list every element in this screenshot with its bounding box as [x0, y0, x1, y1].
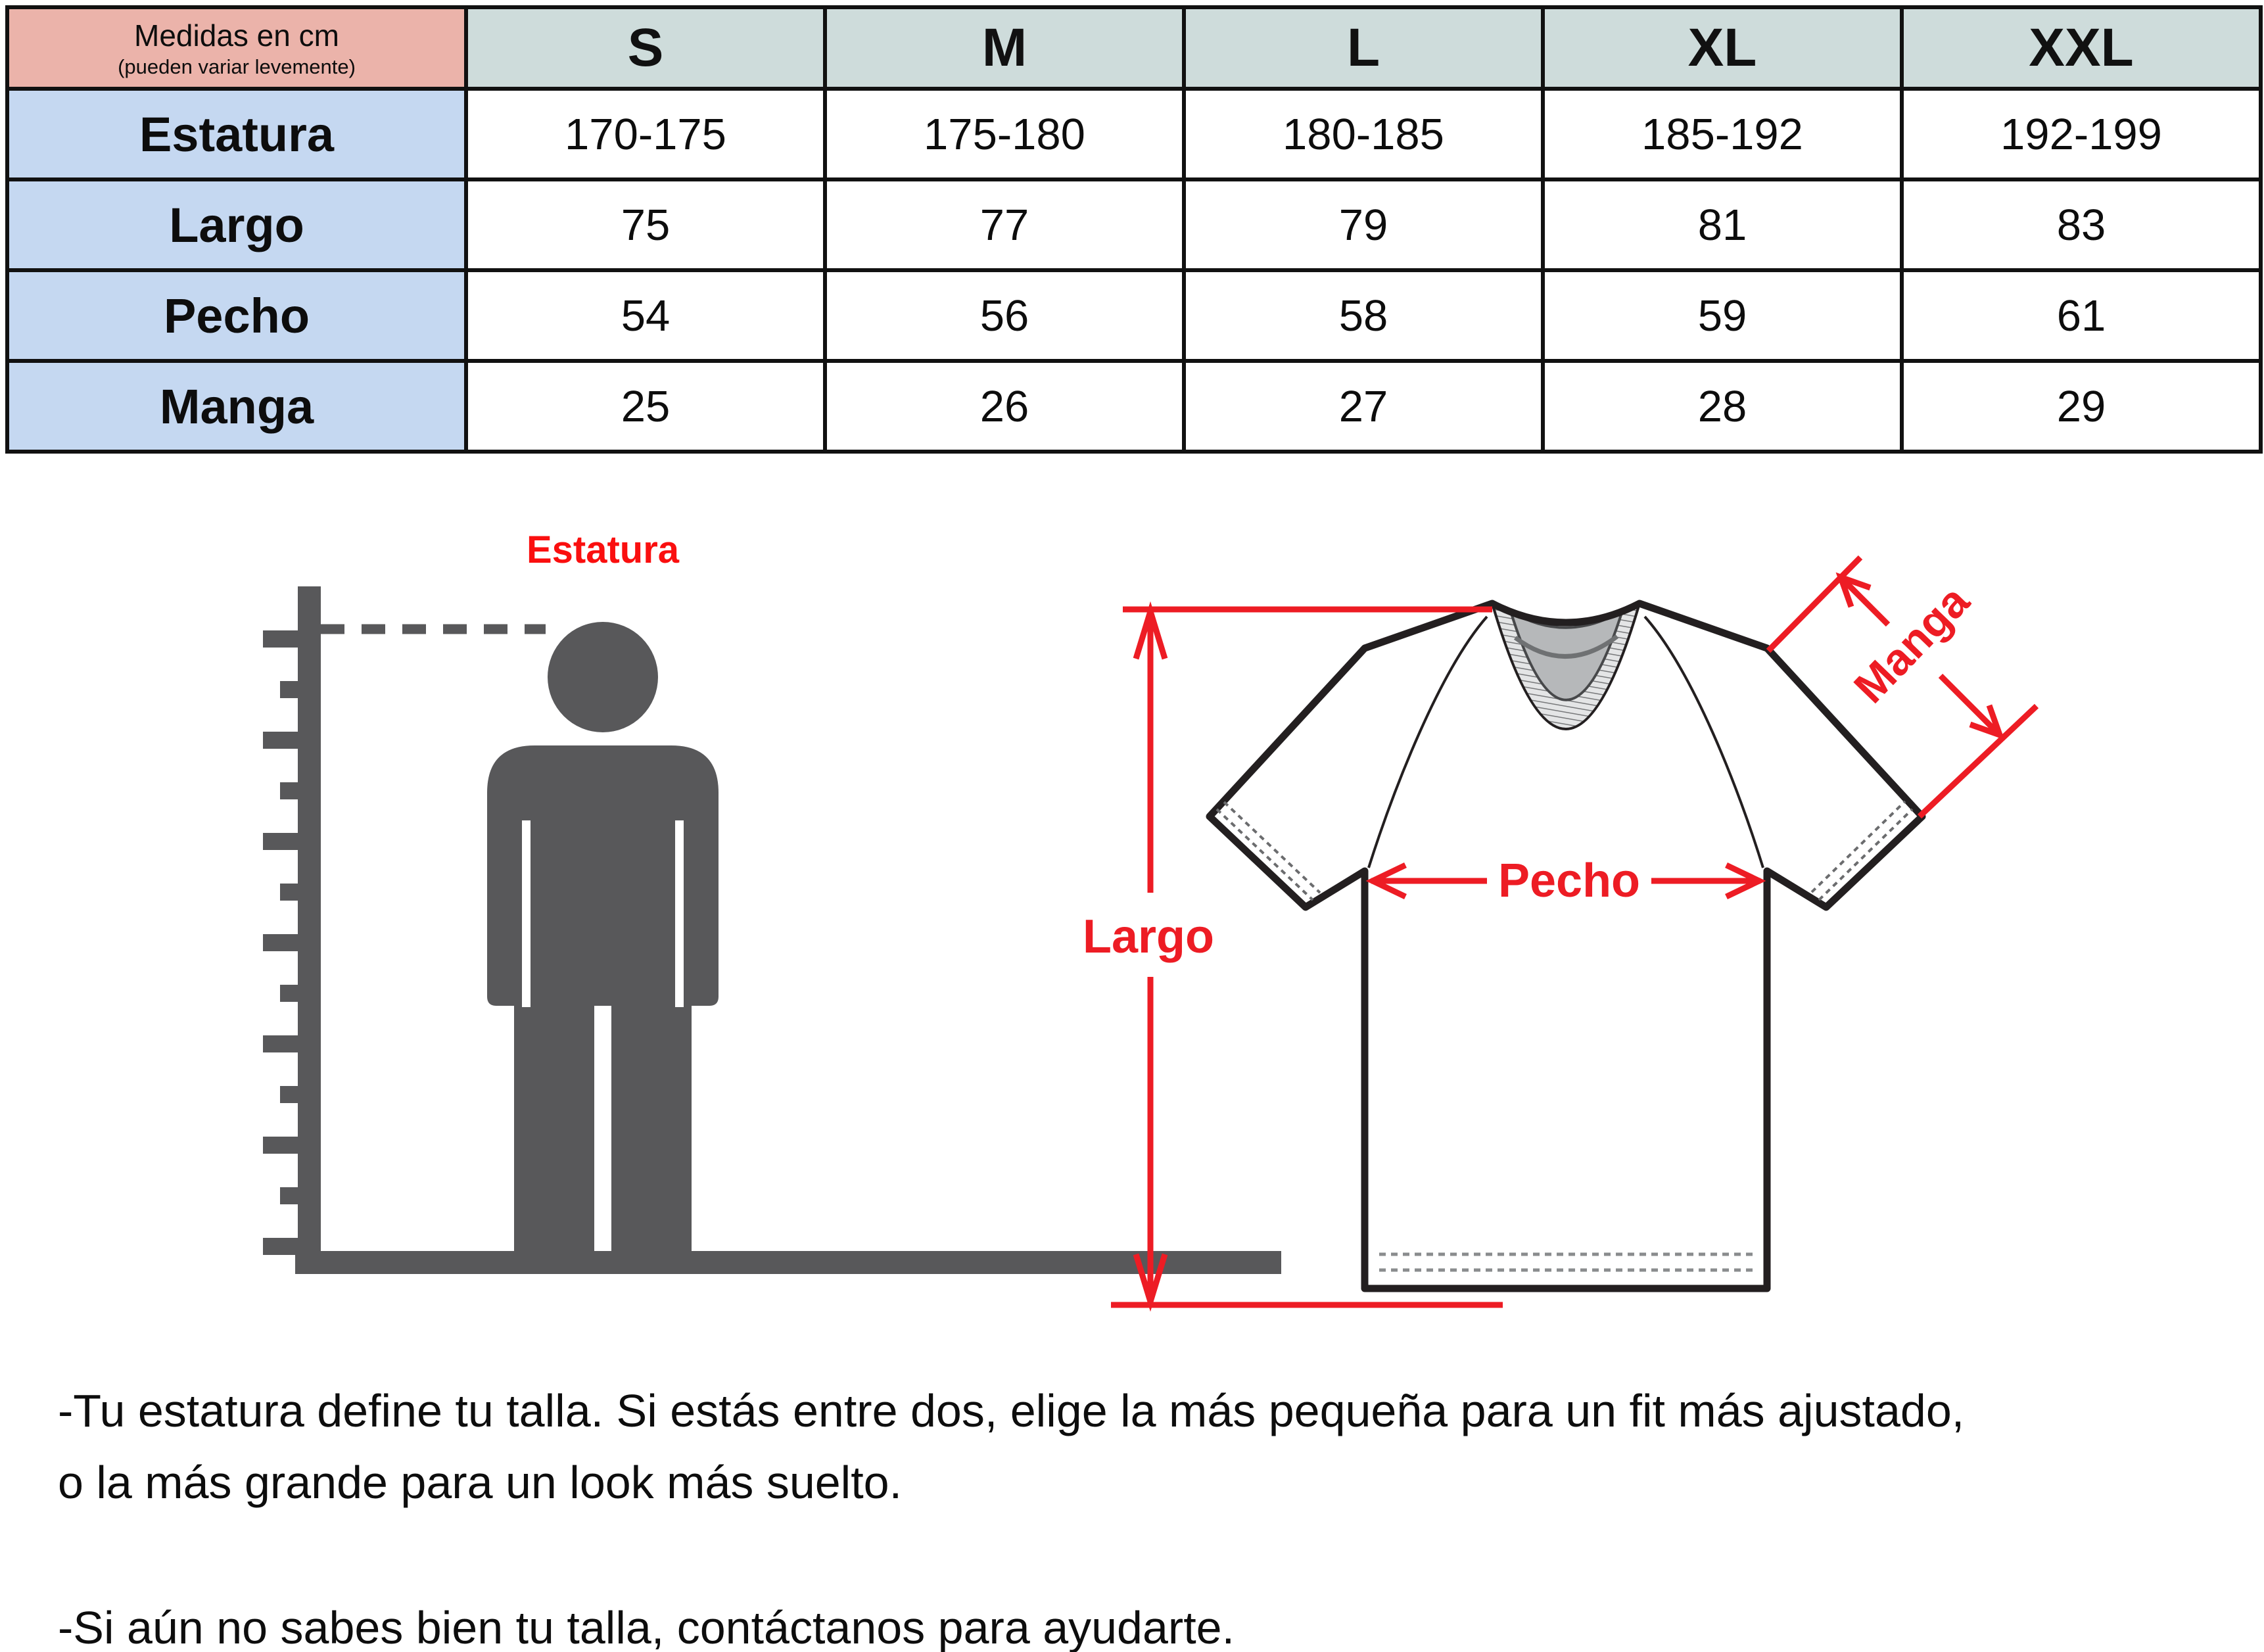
note-line: -Tu estatura define tu talla. Si estás e…	[58, 1385, 1965, 1436]
table-corner-subtitle: (pueden variar levemente)	[118, 55, 356, 79]
row-label-manga: Manga	[5, 359, 468, 454]
estatura-xxl: 192-199	[1900, 87, 2263, 181]
pecho-s: 54	[464, 268, 827, 363]
estatura-diagram-label: Estatura	[527, 529, 680, 571]
size-column-header-xxl: XXL	[1900, 5, 2263, 91]
size-column-header-l: L	[1182, 5, 1545, 91]
cuff-stitching	[1215, 800, 1914, 901]
row-label-pecho: Pecho	[5, 268, 468, 363]
height-ruler-icon	[263, 586, 1281, 1274]
collar-seam-line	[1513, 634, 1619, 659]
pecho-m: 56	[823, 268, 1186, 363]
pecho-xl: 59	[1541, 268, 1904, 363]
arm-slit-left	[522, 820, 531, 1007]
table-row-manga: Manga 25 26 27 28 29	[5, 359, 2263, 454]
armhole-seam-left	[1367, 615, 1488, 868]
table-row-pecho: Pecho 54 56 58 59 61	[5, 268, 2263, 363]
manga-l: 27	[1182, 359, 1545, 454]
table-corner-cell: Medidas en cm (pueden variar levemente)	[5, 5, 468, 91]
table-header-row: Medidas en cm (pueden variar levemente) …	[5, 5, 2263, 91]
manga-xl: 28	[1541, 359, 1904, 454]
note-line: -Si aún no sabes bien tu talla, contácta…	[58, 1602, 1235, 1652]
largo-m: 77	[823, 177, 1186, 272]
person-icon	[487, 622, 719, 1252]
sizing-notes: -Tu estatura define tu talla. Si estás e…	[58, 1375, 2247, 1652]
estatura-xl: 185-192	[1541, 87, 1904, 181]
manga-s: 25	[464, 359, 827, 454]
pecho-measure-lines	[1365, 862, 1766, 900]
table-row-estatura: Estatura 170-175 175-180 180-185 185-192…	[5, 87, 2263, 181]
row-label-largo: Largo	[5, 177, 468, 272]
armhole-seam-right	[1643, 615, 1764, 868]
largo-s: 75	[464, 177, 827, 272]
size-chart-table: Medidas en cm (pueden variar levemente) …	[5, 5, 2263, 454]
hem-stitching	[1379, 1252, 1753, 1272]
estatura-l: 180-185	[1182, 87, 1545, 181]
size-column-header-s: S	[464, 5, 827, 91]
largo-measure-lines	[1111, 601, 1503, 1312]
manga-xxl: 29	[1900, 359, 2263, 454]
pecho-measure-label: Pecho	[1498, 855, 1640, 907]
size-column-header-m: M	[823, 5, 1186, 91]
estatura-s: 170-175	[464, 87, 827, 181]
tshirt-body	[1210, 603, 1922, 1288]
arm-slit-right	[675, 820, 684, 1007]
note-contact-us: -Si aún no sabes bien tu talla, contácta…	[58, 1592, 2247, 1652]
row-label-estatura: Estatura	[5, 87, 468, 181]
manga-m: 26	[823, 359, 1186, 454]
note-line: o la más grande para un look más suelto.	[58, 1457, 903, 1509]
largo-xl: 81	[1541, 177, 1904, 272]
estatura-diagram: Estatura	[263, 529, 1281, 1274]
estatura-m: 175-180	[823, 87, 1186, 181]
manga-measure-lines	[1766, 555, 2039, 819]
pecho-xxl: 61	[1900, 268, 2263, 363]
tshirt-measurement-diagram: Largo Pecho Manga	[1085, 555, 2039, 1312]
largo-measure-label: Largo	[1085, 910, 1214, 963]
size-column-header-xl: XL	[1541, 5, 1904, 91]
tshirt-outline	[1206, 600, 1926, 1292]
note-height-defines-size: -Tu estatura define tu talla. Si estás e…	[58, 1375, 2247, 1519]
largo-xxl: 83	[1900, 177, 2263, 272]
table-row-largo: Largo 75 77 79 81 83	[5, 177, 2263, 272]
pecho-l: 58	[1182, 268, 1545, 363]
table-corner-title: Medidas en cm	[134, 18, 339, 53]
largo-l: 79	[1182, 177, 1545, 272]
